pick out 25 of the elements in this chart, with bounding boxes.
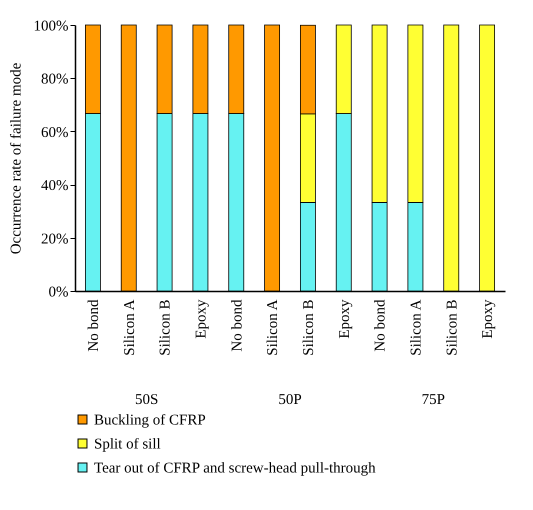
x-tick-label: Silicon A [122, 299, 138, 356]
y-axis-title: Occurrence rate of failure mode [8, 62, 25, 254]
y-tick-label: 80% [41, 72, 68, 88]
text: 50S [134, 392, 158, 408]
x-tick-label: Epoxy [336, 299, 353, 339]
x-tick-label: Silicon A [265, 299, 282, 356]
text: 75P [422, 392, 446, 408]
x-tick-label: Epoxy [480, 299, 496, 339]
x-tick-label: No bond [86, 299, 102, 352]
y-tick-label: 100% [34, 18, 68, 34]
y-tick-label: 40% [41, 178, 68, 194]
x-tick-label: Silicon B [158, 300, 174, 356]
x-tick-label: Epoxy [193, 299, 210, 339]
y-tick-label: 20% [41, 231, 68, 248]
y-tick-label: 0% [48, 284, 68, 300]
x-tick-label: Silicon B [300, 300, 317, 356]
y-tick-label: 60% [41, 124, 68, 141]
legend-label: Tear out of CFRP and screw-head pull-through [94, 460, 376, 476]
x-tick-label: Silicon B [444, 300, 460, 356]
x-tick-label: No bond [229, 299, 246, 352]
x-tick-label: Silicon A [408, 299, 424, 356]
legend-label: Buckling of CFRP [94, 412, 206, 428]
text: 50P [278, 392, 302, 408]
x-tick-label: No bond [372, 299, 389, 352]
legend-label: Split of sill [94, 436, 161, 452]
